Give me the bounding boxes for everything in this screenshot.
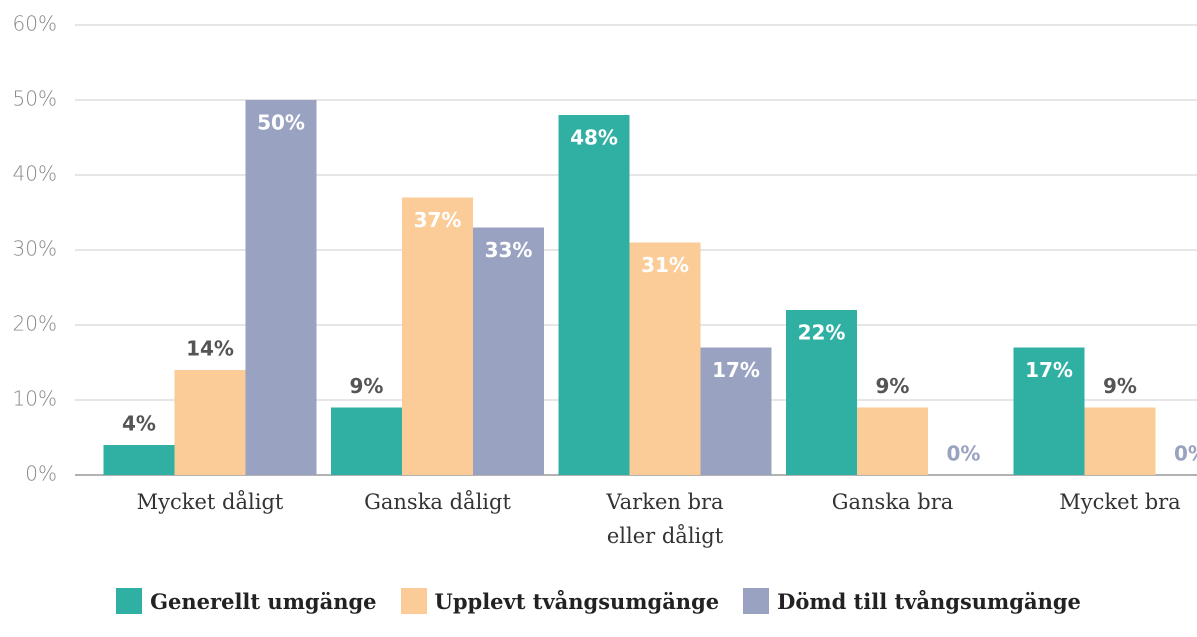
bar [1013,347,1085,475]
x-tick-label: Mycket bra [1059,490,1181,514]
legend-swatch [400,588,427,614]
legend-label: Dömd till tvångsumgänge [777,588,1081,614]
data-label: 9% [876,374,910,398]
bar [473,227,544,475]
data-label: 31% [641,253,689,277]
legend-swatch [116,588,143,614]
bar [174,370,246,475]
bar [857,407,928,475]
y-tick-label: 40% [13,162,57,186]
data-label: 22% [798,321,846,345]
y-tick-label: 0% [25,462,57,486]
legend: Generellt umgänge Upplevt tvångsumgänge Dö… [0,588,1197,614]
legend-item: Upplevt tvångsumgänge [400,588,720,614]
data-label: 9% [350,374,384,398]
bar [331,407,402,475]
data-label: 37% [414,208,462,232]
legend-item: Generellt umgänge [116,588,377,614]
legend-swatch [743,588,770,614]
x-tick-label: Ganska dåligt [364,490,511,514]
data-label: 0% [947,442,981,466]
data-label: 0% [1174,442,1197,466]
data-label: 33% [485,238,533,262]
bar [558,115,630,475]
bar [103,445,175,475]
legend-item: Dömd till tvångsumgänge [743,588,1081,614]
y-tick-label: 50% [13,87,57,111]
bar [402,197,473,475]
bar [700,347,772,475]
y-tick-label: 30% [13,237,57,261]
bar [786,310,857,475]
data-label: 4% [122,412,156,436]
data-label: 17% [1025,358,1073,382]
y-tick-label: 20% [13,312,57,336]
x-tick-label: Mycket dåligt [136,490,284,514]
data-label: 17% [712,358,760,382]
x-tick-label: Varken bra eller dåligt [606,490,724,548]
legend-label: Generellt umgänge [150,588,377,614]
legend-label: Upplevt tvångsumgänge [434,588,720,614]
y-tick-label: 60% [13,12,57,36]
data-label: 50% [257,111,305,135]
data-label: 48% [570,126,618,150]
x-tick-label: Ganska bra [831,490,954,514]
bar [1084,407,1156,475]
bar [245,100,317,475]
chart: 0% 10% 20% 30% 40% 50% 60% 4% 14% 50% 9% 37% 33% 48% 3… [13,12,1197,486]
bar [629,242,701,475]
data-label: 9% [1103,374,1137,398]
data-label: 14% [186,337,234,361]
y-tick-label: 10% [13,387,57,411]
